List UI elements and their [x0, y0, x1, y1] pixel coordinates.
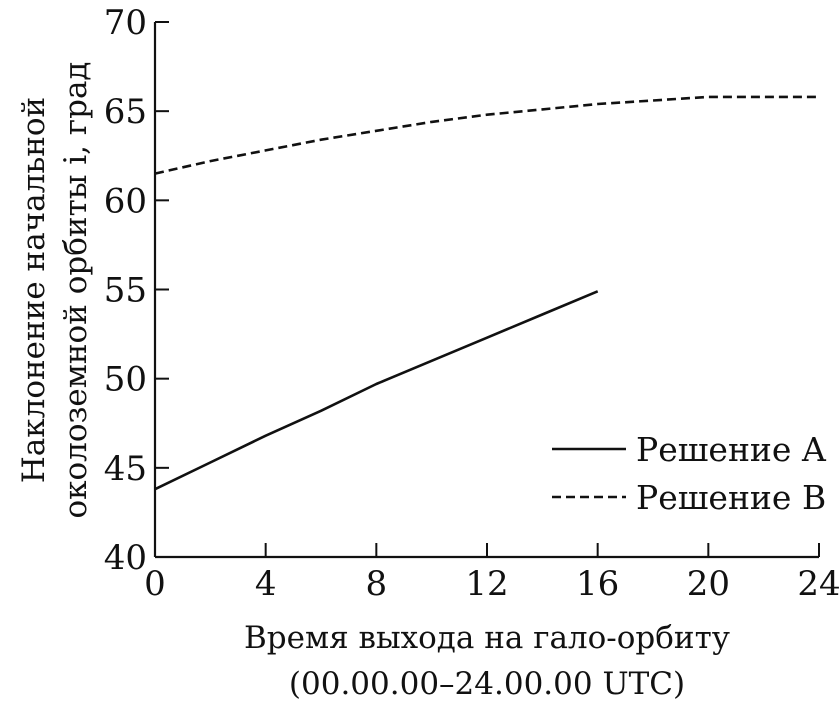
x-tick-label: 24: [797, 564, 840, 604]
series-line-b: [154, 95, 819, 175]
y-tick-label: 45: [104, 449, 147, 489]
axes: [153, 22, 819, 559]
x-tick-label: 20: [687, 564, 730, 604]
y-tick-label: 40: [104, 538, 147, 578]
y-tick-label: 60: [104, 181, 147, 221]
y-tick-label: 50: [104, 360, 147, 400]
series-line-a: [154, 290, 599, 491]
legend-label-b: Решение B: [636, 478, 826, 517]
y-axis-title-line-1: Наклонение начальной: [16, 97, 52, 483]
x-tick-label: 16: [576, 564, 619, 604]
x-axis-title-line-1: Время выхода на гало-орбиту: [244, 620, 730, 656]
x-tick-label: 12: [465, 564, 508, 604]
legend: Решение A Решение B: [552, 430, 827, 517]
x-axis-title-line-2: (00.00.00–24.00.00 UTC): [289, 666, 685, 702]
y-tick-label: 55: [104, 271, 147, 311]
y-tick-label: 65: [104, 92, 147, 132]
legend-label-a: Решение A: [636, 430, 827, 469]
y-axis-title-line-2: околоземной орбиты i, град: [58, 61, 94, 518]
series-layer: [154, 95, 819, 491]
x-tick-label: 0: [144, 564, 166, 604]
y-tick-label: 70: [104, 3, 147, 43]
x-tick-label: 4: [255, 564, 277, 604]
x-tick-label: 8: [366, 564, 388, 604]
ticks: 40 45 50 55 60 65 70 0 4 8 12 16 20 24: [104, 3, 840, 604]
